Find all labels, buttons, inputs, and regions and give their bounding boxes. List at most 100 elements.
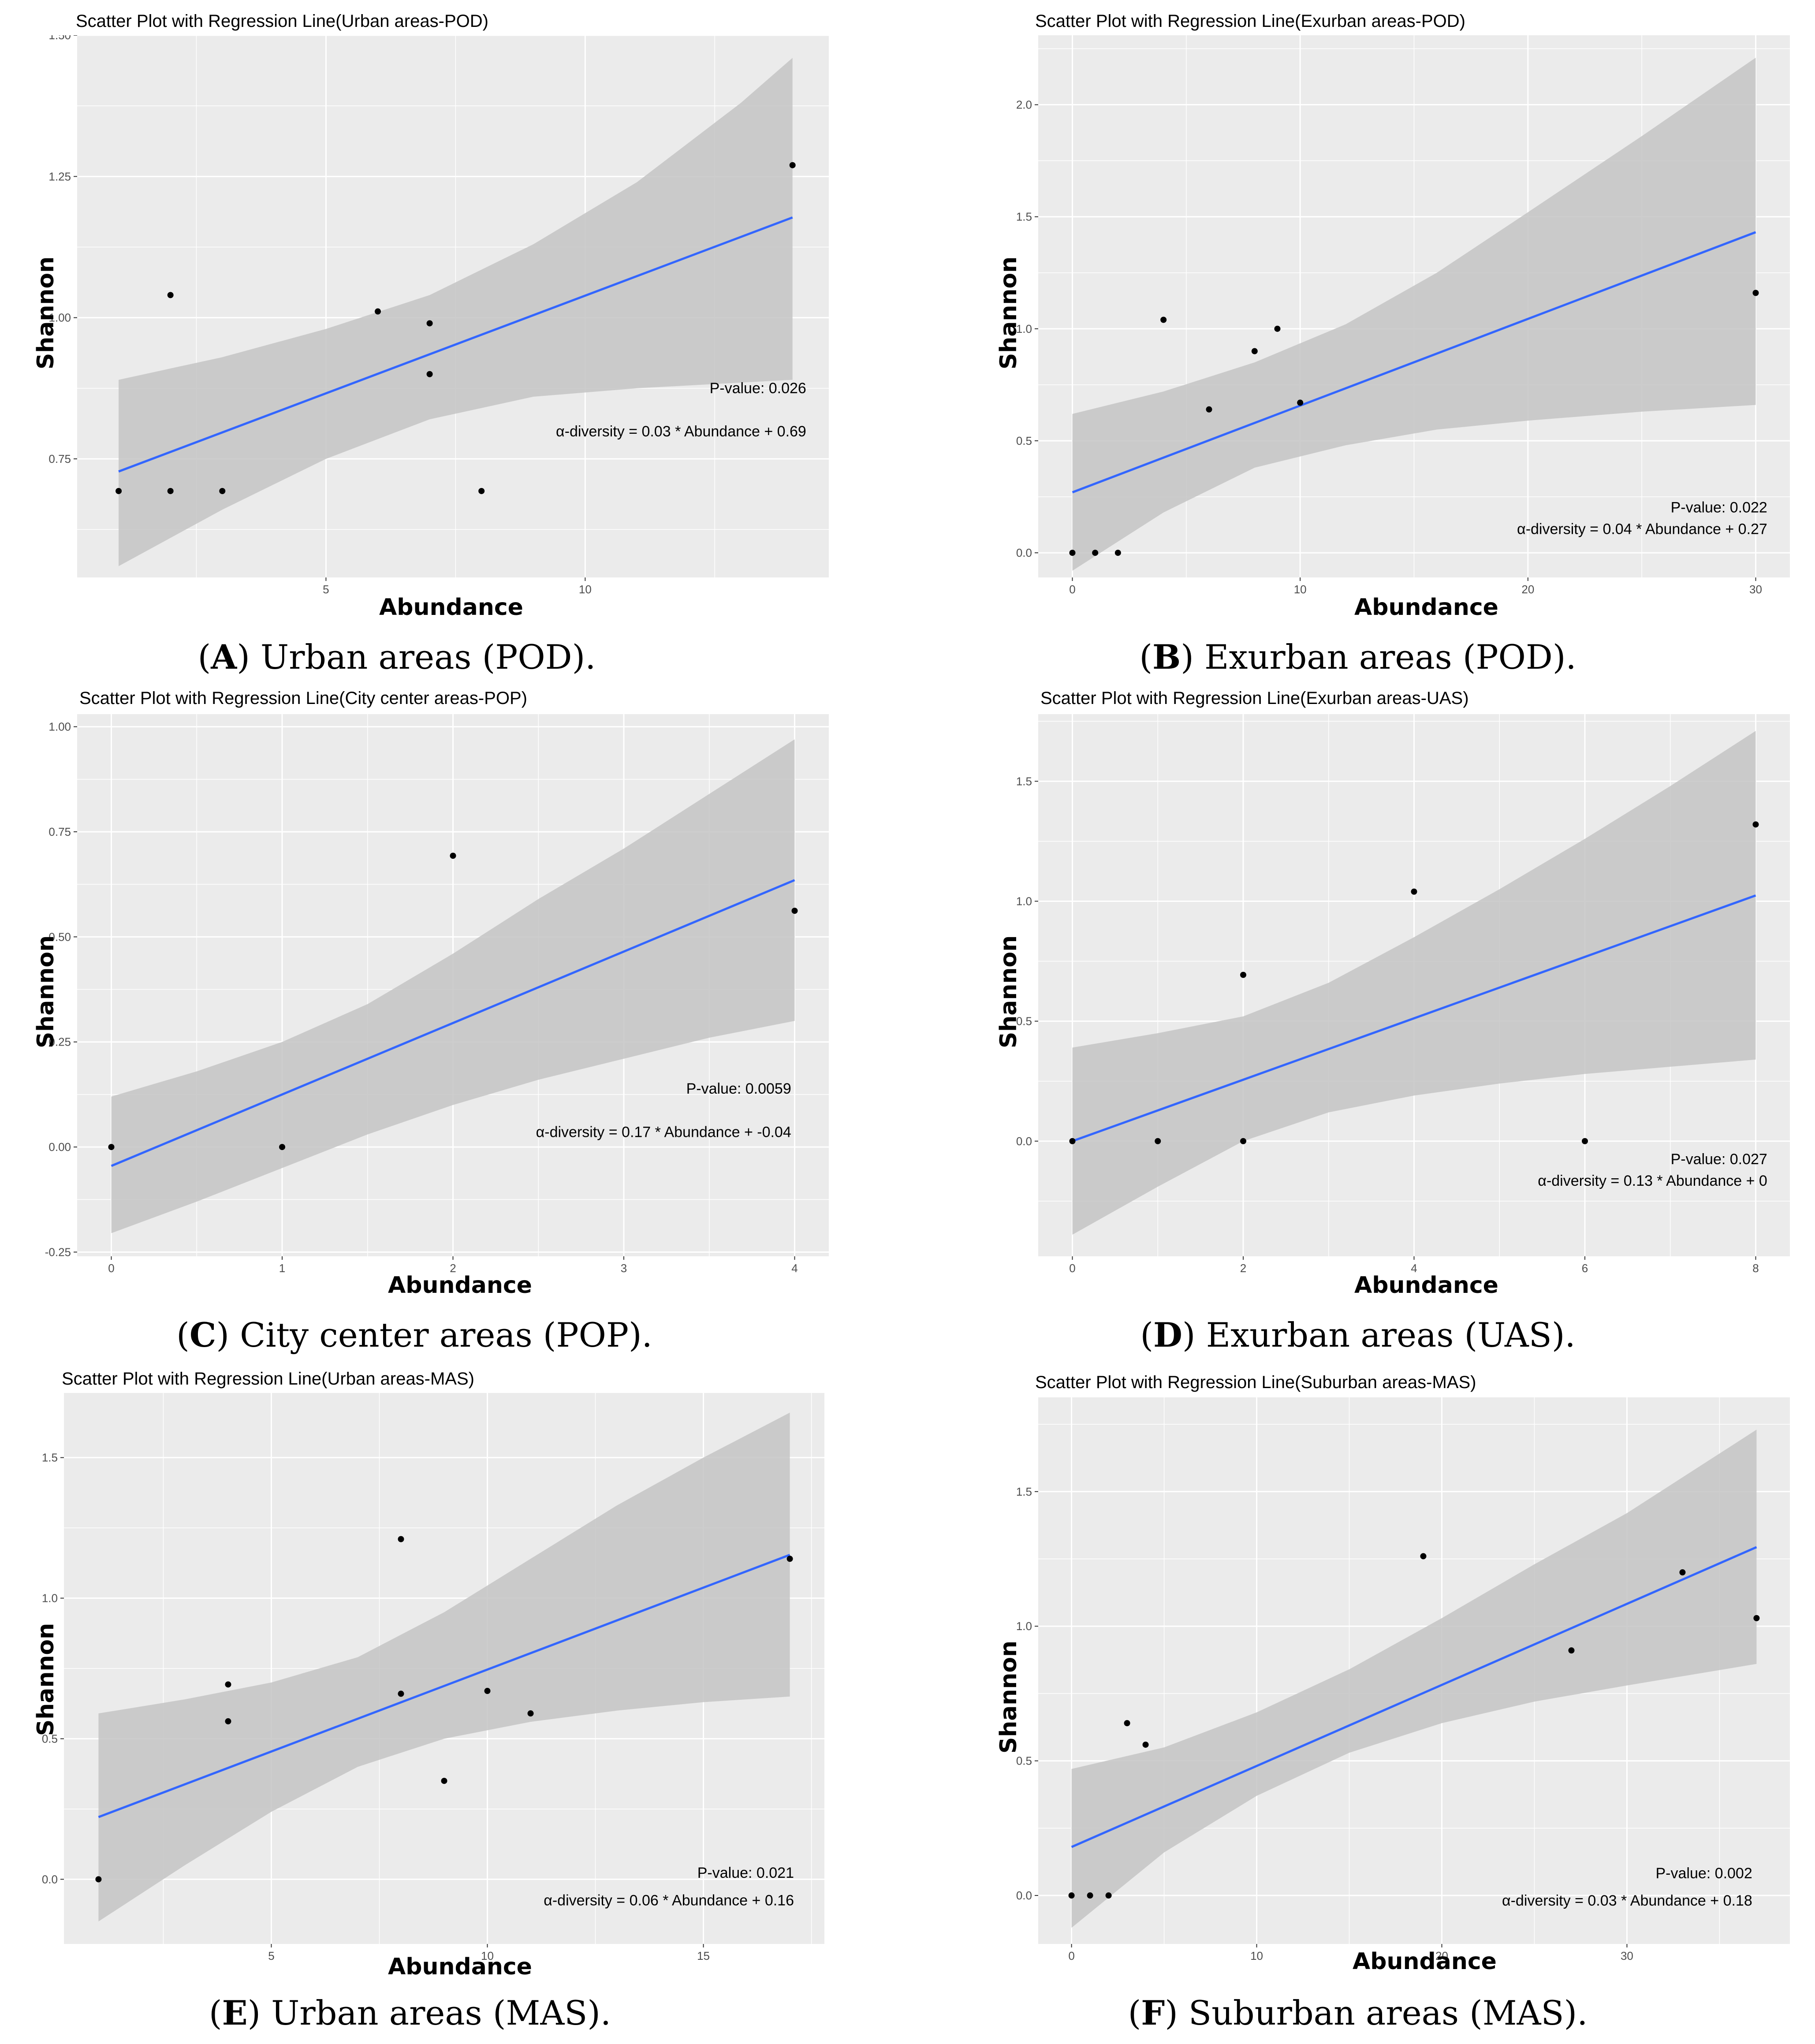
data-point-f-6 [1568, 1647, 1575, 1654]
y-axis-label-d: Shannon [995, 935, 1022, 1049]
chart-title-c: Scatter Plot with Regression Line(City c… [79, 689, 527, 708]
equation-a: α-diversity = 0.03 * Abundance + 0.69 [556, 423, 806, 440]
data-point-b-1 [1092, 550, 1099, 556]
data-point-a-0 [116, 488, 122, 494]
data-point-b-6 [1274, 325, 1281, 332]
y-tick-label-b: 0.0 [1016, 546, 1032, 559]
p-value-f: P-value: 0.002 [1655, 1865, 1752, 1882]
x-tick-label-a: 10 [579, 583, 592, 596]
data-point-e-7 [527, 1710, 534, 1717]
data-point-f-8 [1753, 1615, 1760, 1621]
y-tick-label-a: 1.50 [48, 35, 71, 42]
y-tick-label-b: 0.5 [1016, 434, 1032, 447]
data-point-e-8 [786, 1556, 793, 1562]
data-point-b-3 [1160, 316, 1167, 323]
data-point-d-1 [1155, 1138, 1161, 1144]
data-point-e-2 [225, 1718, 231, 1724]
data-point-c-0 [108, 1144, 115, 1150]
p-value-c: P-value: 0.0059 [686, 1080, 791, 1097]
x-tick-label-c: 2 [450, 1262, 456, 1275]
x-tick-label-d: 6 [1582, 1262, 1588, 1275]
x-tick-label-f: 30 [1621, 1949, 1633, 1962]
chart-title-b: Scatter Plot with Regression Line(Exurba… [1035, 11, 1465, 31]
x-tick-label-c: 0 [108, 1262, 114, 1275]
y-axis-label-a: Shannon [33, 256, 60, 370]
data-point-a-2 [167, 488, 174, 494]
x-tick-label-c: 4 [791, 1262, 798, 1275]
regression-line-d [1072, 894, 1756, 1143]
x-tick-label-e: 5 [268, 1949, 274, 1962]
plot-a: 5 10 0.75 1.00 1.25 1.50 P-value: 0.026 α-diver… [48, 35, 829, 596]
data-point-f-4 [1142, 1741, 1149, 1748]
x-tick-label-d: 0 [1069, 1262, 1075, 1275]
x-axis-label-f: Abundance [1353, 1948, 1497, 1975]
y-axis-label-e: Shannon [33, 1623, 60, 1736]
data-point-e-5 [441, 1778, 447, 1784]
y-tick-label-d: 1.5 [1016, 774, 1032, 788]
plot-d: 0 2 4 6 8 0.0 0.5 1.0 1.5 P-value: 0.027 α-diversi… [1016, 714, 1790, 1275]
data-point-c-1 [279, 1144, 285, 1150]
chart-title-d: Scatter Plot with Regression Line(Exurba… [1040, 689, 1469, 708]
regression-line-e [98, 1553, 790, 1818]
y-tick-label-d: 1.0 [1016, 895, 1032, 908]
x-axis-label-d: Abundance [1354, 1272, 1498, 1299]
equation-d: α-diversity = 0.13 * Abundance + 0 [1538, 1173, 1767, 1189]
y-tick-label-c: 0.00 [48, 1140, 71, 1154]
chart-title-a: Scatter Plot with Regression Line(Urban … [76, 11, 488, 31]
plot-f: 0 10 20 30 0.0 0.5 1.0 1.5 P-value: 0.002 α-diver… [1016, 1397, 1790, 1962]
confidence-band-f [1071, 1430, 1757, 1928]
p-value-d: P-value: 0.027 [1671, 1151, 1767, 1168]
confidence-band-a [119, 58, 793, 566]
data-point-c-2 [450, 853, 456, 859]
y-tick-label-c: -0.25 [45, 1245, 71, 1258]
plot-b: 0 10 20 30 0.0 0.5 1.0 1.5 2.0 P-value: 0.022 α-di… [1016, 35, 1790, 596]
y-tick-label-c: 0.75 [48, 825, 71, 838]
caption-c: (C) City center areas (POP). [176, 1315, 652, 1355]
data-point-f-7 [1679, 1569, 1686, 1576]
x-axis-label-a: Abundance [379, 594, 523, 621]
chart-title-e: Scatter Plot with Regression Line(Urban … [62, 1369, 474, 1389]
x-tick-label-b: 10 [1294, 583, 1307, 596]
data-point-b-0 [1069, 550, 1076, 556]
confidence-band-e [98, 1412, 790, 1921]
p-value-e: P-value: 0.021 [697, 1865, 794, 1881]
x-axis-label-c: Abundance [388, 1272, 532, 1299]
y-tick-label-b: 1.5 [1016, 210, 1032, 223]
caption-e: (E) Urban areas (MAS). [209, 1993, 611, 2033]
data-point-e-3 [398, 1536, 404, 1542]
equation-b: α-diversity = 0.04 * Abundance + 0.27 [1517, 521, 1767, 538]
data-point-b-4 [1206, 406, 1212, 413]
caption-b: (B) Exurban areas (POD). [1139, 637, 1576, 677]
data-point-f-2 [1105, 1892, 1112, 1899]
data-point-e-0 [95, 1876, 102, 1883]
data-point-d-4 [1411, 888, 1417, 895]
data-point-e-6 [484, 1688, 491, 1694]
x-axis-label-b: Abundance [1354, 594, 1498, 621]
y-axis-label-f: Shannon [995, 1640, 1022, 1754]
chart-title-f: Scatter Plot with Regression Line(Suburb… [1035, 1373, 1476, 1392]
data-point-d-5 [1582, 1138, 1588, 1144]
data-point-b-2 [1114, 550, 1121, 556]
data-point-f-0 [1068, 1892, 1075, 1899]
caption-f: (F) Suburban areas (MAS). [1128, 1993, 1588, 2033]
p-value-b: P-value: 0.022 [1671, 499, 1767, 516]
y-tick-label-f: 0.5 [1016, 1754, 1032, 1768]
data-point-b-7 [1297, 399, 1304, 406]
x-tick-label-b: 0 [1069, 583, 1075, 596]
y-tick-label-e: 1.0 [42, 1592, 58, 1605]
confidence-band-b [1072, 57, 1756, 571]
data-point-a-6 [426, 371, 433, 377]
y-axis-label-b: Shannon [995, 256, 1022, 370]
data-point-a-7 [478, 488, 485, 494]
regression-line-f [1071, 1546, 1757, 1848]
data-point-c-3 [791, 908, 798, 914]
y-tick-label-e: 0.0 [42, 1873, 58, 1886]
x-tick-label-d: 4 [1411, 1262, 1417, 1275]
equation-f: α-diversity = 0.03 * Abundance + 0.18 [1502, 1892, 1752, 1909]
x-tick-label-c: 1 [279, 1262, 285, 1275]
y-tick-label-b: 2.0 [1016, 98, 1032, 112]
y-tick-label-a: 1.00 [48, 311, 71, 324]
x-tick-label-b: 20 [1521, 583, 1534, 596]
x-tick-label-f: 10 [1250, 1949, 1263, 1962]
x-tick-label-b: 30 [1749, 583, 1762, 596]
